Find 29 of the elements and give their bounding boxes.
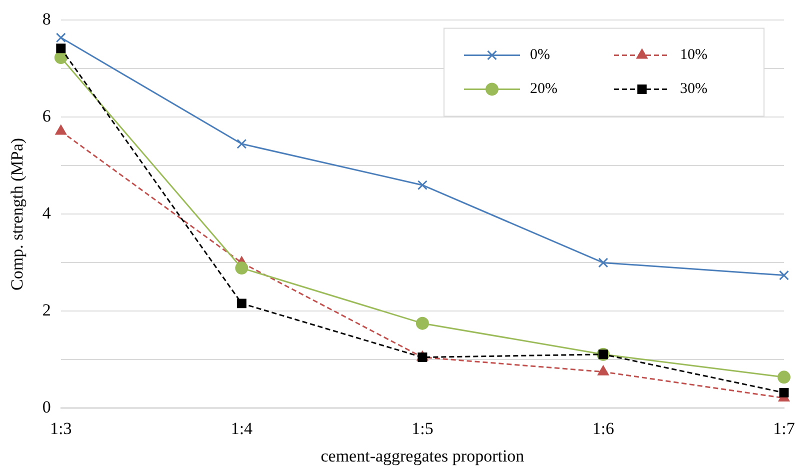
x-tick-label: 1:7	[773, 418, 796, 438]
x-tick-label: 1:4	[230, 418, 254, 438]
point	[779, 270, 789, 280]
x-tick-label: 1:6	[592, 418, 614, 438]
y-tick-label: 4	[42, 204, 52, 223]
point	[235, 262, 248, 275]
point	[417, 180, 428, 190]
point	[56, 44, 66, 54]
point	[778, 370, 790, 384]
legend-label: 0%	[530, 47, 550, 64]
point	[598, 258, 608, 268]
y-tick-label: 6	[42, 106, 51, 126]
x-tick-label: 1:5	[412, 418, 434, 438]
point	[779, 388, 789, 398]
x-axis-title: cement-aggregates proportion	[320, 446, 525, 466]
point	[418, 352, 428, 362]
x-tick-label: 1:3	[50, 418, 72, 438]
y-axis-title: Comp. strength (MPa)	[8, 138, 27, 290]
point	[236, 138, 247, 149]
legend-label: 30%	[680, 81, 708, 98]
y-tick-label: 2	[42, 300, 51, 320]
point	[416, 316, 429, 330]
legend-label: 10%	[680, 47, 708, 64]
point	[598, 365, 609, 376]
point	[236, 298, 246, 308]
legend-label: 20%	[530, 81, 558, 98]
point	[56, 32, 66, 43]
y-tick-label: 8	[42, 10, 51, 29]
y-tick-label: 0	[42, 398, 51, 417]
